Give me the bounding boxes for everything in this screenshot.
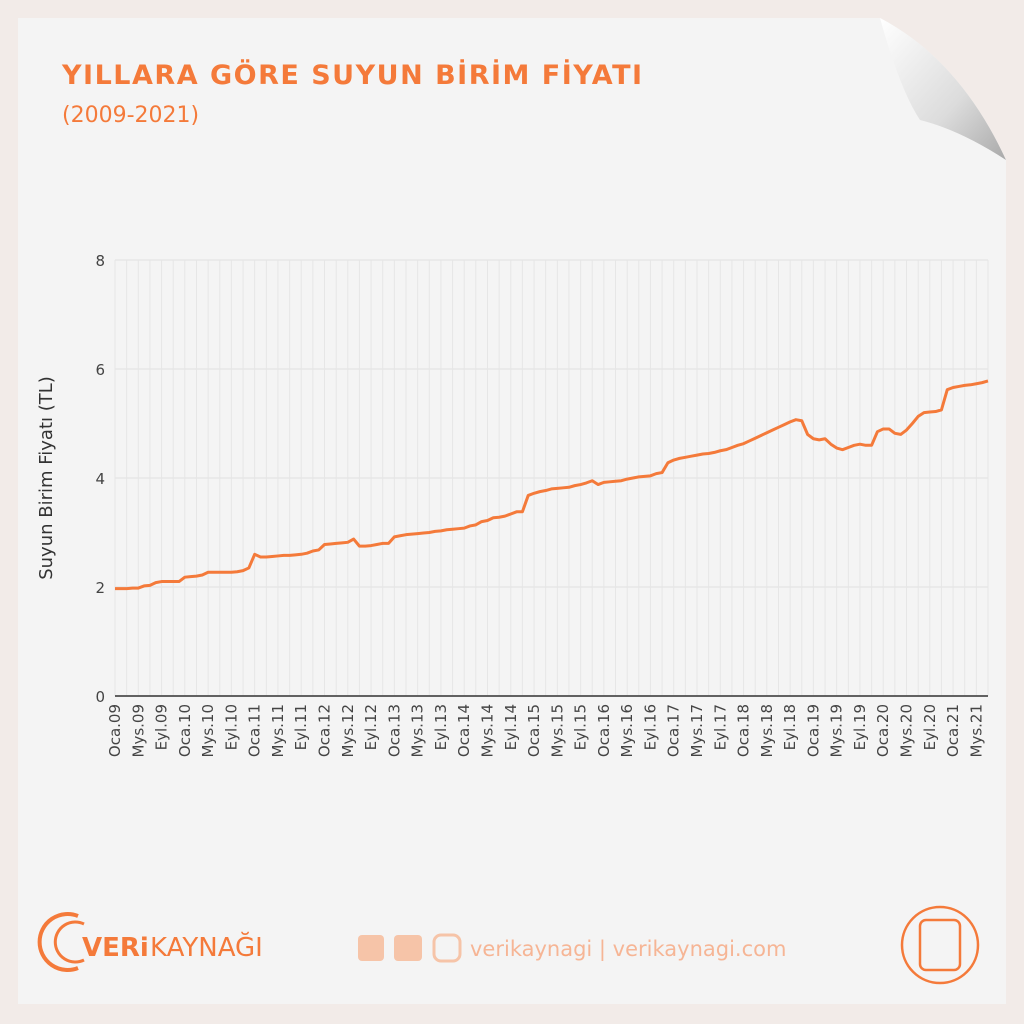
paper <box>18 18 1006 1004</box>
plot-area: 0 2 4 6 8 Oca.09 Mys.09 Eyl.09 Oca.10 Mys.10 Eyl.1… <box>95 252 989 758</box>
x-tick-label: Mys.20 <box>898 704 916 758</box>
chart-title: YILLARA GÖRE SUYUN BİRİM FİYATI <box>61 58 644 91</box>
x-tick-label: Oca.14 <box>455 704 473 757</box>
y-tick-label: 0 <box>95 688 105 706</box>
x-tick-label: Eyl.16 <box>641 704 659 750</box>
x-tick-label: Mys.13 <box>409 704 427 758</box>
x-tick-label: Eyl.12 <box>362 704 380 750</box>
x-tick-label: Mys.16 <box>618 704 636 758</box>
logo-text: KAYNAĞI <box>150 931 263 963</box>
x-tick-label: Mys.21 <box>967 704 985 758</box>
x-tick-label: Mys.11 <box>269 704 287 758</box>
x-tick-label: Oca.16 <box>595 704 613 757</box>
logo-arc <box>37 912 79 972</box>
x-tick-label: Oca.09 <box>106 704 124 757</box>
x-tick-label: Eyl.10 <box>222 704 240 750</box>
x-tick-label: Mys.15 <box>548 704 566 758</box>
logo-arc <box>53 920 85 964</box>
chart-subtitle: (2009-2021) <box>62 103 199 128</box>
x-tick-label: Oca.18 <box>735 704 753 757</box>
x-tick-label: Oca.10 <box>176 704 194 757</box>
x-tick-label: Oca.13 <box>385 704 403 757</box>
x-tick-label: Mys.18 <box>758 704 776 758</box>
handles: verikaynagi | verikaynagi.com <box>470 937 786 962</box>
x-tick-label: Eyl.20 <box>921 704 939 750</box>
x-tick-label: Eyl.11 <box>292 704 310 750</box>
x-tick-label: Mys.10 <box>199 704 217 758</box>
y-tick-label: 6 <box>95 361 105 379</box>
y-tick-label: 2 <box>95 579 105 597</box>
x-tick-label: Mys.09 <box>129 704 147 758</box>
x-tick-label: Oca.20 <box>874 704 892 757</box>
x-tick-label: Mys.17 <box>688 704 706 758</box>
instagram-icon <box>432 933 462 963</box>
x-tick-label: Oca.17 <box>665 704 683 757</box>
footer: VERi KAYNAĞI verikaynagi | verikaynagi.c… <box>37 905 980 985</box>
x-tick-label: Oca.12 <box>316 704 334 757</box>
x-tick-label: Oca.19 <box>804 704 822 757</box>
x-tick-label: Eyl.15 <box>572 704 590 750</box>
x-tick-label: Mys.14 <box>478 704 496 758</box>
x-tick-label: Eyl.17 <box>711 704 729 750</box>
x-tick-label: Eyl.13 <box>432 704 450 750</box>
x-tick-label: Eyl.19 <box>851 704 869 750</box>
facebook-icon <box>358 935 384 961</box>
page-curl <box>880 18 1006 160</box>
x-tick-label: Mys.19 <box>828 704 846 758</box>
calculator-icon <box>918 918 962 972</box>
x-tick-label: Oca.15 <box>525 704 543 757</box>
x-tick-label: Eyl.14 <box>502 704 520 750</box>
x-tick-label: Mys.12 <box>339 704 357 758</box>
line <box>115 379 989 591</box>
x-tick-label: Oca.21 <box>944 704 962 757</box>
y-axis-label: Suyun Birim Fiyatı (TL) <box>36 376 57 580</box>
twitter-icon <box>394 935 422 961</box>
x-tick-label: Oca.11 <box>246 704 264 757</box>
logo-text: VERi <box>82 933 149 963</box>
y-tick-label: 8 <box>95 252 105 270</box>
calculator-icon <box>900 905 980 985</box>
x-tick-label: Eyl.09 <box>153 704 171 750</box>
y-tick-label: 4 <box>95 470 105 488</box>
x-tick-label: Eyl.18 <box>781 704 799 750</box>
